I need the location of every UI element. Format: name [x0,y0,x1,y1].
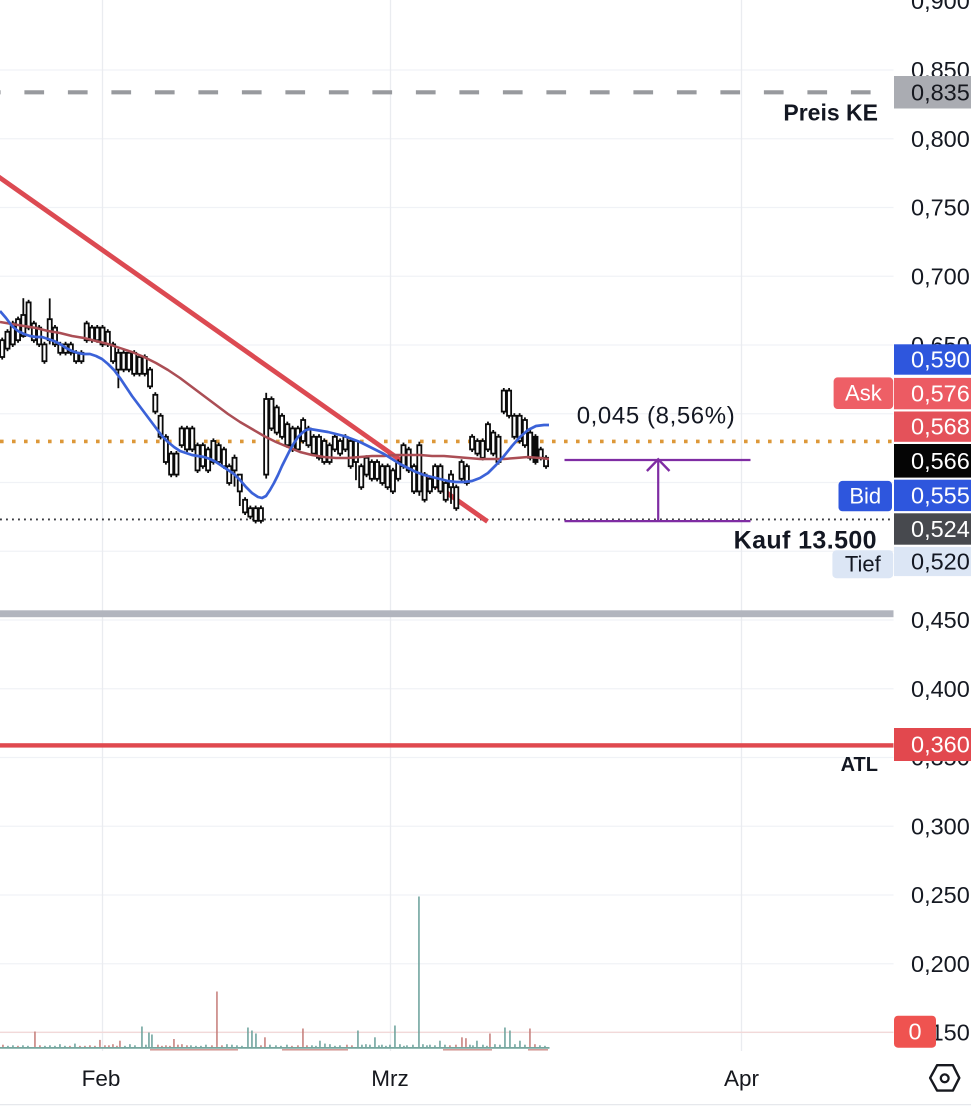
svg-text:0,590: 0,590 [911,347,970,373]
svg-text:Ask: Ask [845,381,883,406]
svg-text:0,250: 0,250 [911,882,970,908]
svg-text:0,566: 0,566 [911,448,970,474]
svg-text:0,555: 0,555 [911,482,970,508]
svg-text:0,568: 0,568 [911,414,970,440]
svg-text:0,520: 0,520 [911,549,970,575]
svg-text:0,700: 0,700 [911,263,970,289]
svg-text:Preis KE: Preis KE [783,100,878,126]
svg-text:0,360: 0,360 [911,732,970,758]
svg-text:0,835: 0,835 [911,79,970,105]
svg-text:0: 0 [908,1019,921,1045]
svg-text:0,450: 0,450 [911,607,970,633]
svg-text:0,300: 0,300 [911,813,970,839]
svg-text:0,576: 0,576 [911,381,970,407]
svg-text:0,045 (8,56%): 0,045 (8,56%) [577,403,736,430]
svg-text:Kauf 13.500: Kauf 13.500 [734,527,877,555]
svg-text:Tief: Tief [845,552,882,577]
svg-text:0,400: 0,400 [911,676,970,702]
svg-text:0,524: 0,524 [911,516,970,542]
svg-text:Bid: Bid [849,484,881,509]
svg-text:0,750: 0,750 [911,195,970,221]
svg-text:Apr: Apr [724,1066,760,1091]
svg-text:0,800: 0,800 [911,126,970,152]
svg-text:0,900: 0,900 [911,0,970,14]
svg-text:ATL: ATL [841,754,878,776]
svg-text:0,200: 0,200 [911,951,970,977]
svg-text:Feb: Feb [82,1066,121,1091]
svg-text:Mrz: Mrz [371,1066,409,1091]
